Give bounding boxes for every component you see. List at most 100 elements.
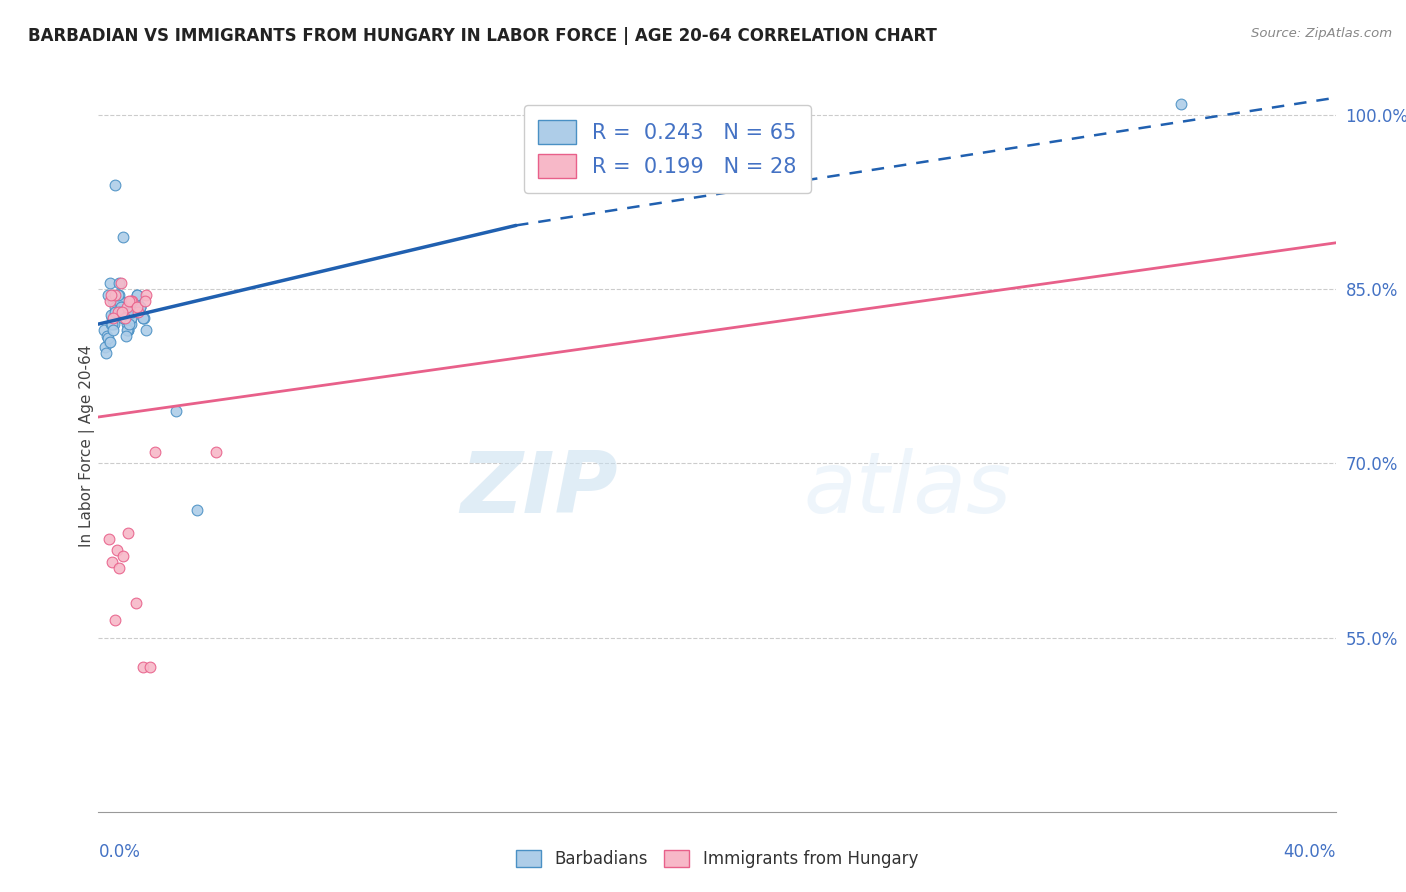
- Point: [105, 288, 128, 302]
- Point: [134, 293, 156, 308]
- Point: [98, 293, 121, 308]
- Point: [127, 305, 149, 319]
- Point: [132, 311, 155, 326]
- Point: [105, 543, 128, 558]
- Point: [98, 277, 121, 291]
- Point: [118, 317, 141, 331]
- Text: Source: ZipAtlas.com: Source: ZipAtlas.com: [1251, 27, 1392, 40]
- Point: [107, 305, 129, 319]
- Legend: Barbadians, Immigrants from Hungary: Barbadians, Immigrants from Hungary: [508, 842, 927, 877]
- Point: [112, 305, 135, 319]
- Point: [111, 300, 134, 314]
- Point: [98, 334, 121, 349]
- Point: [127, 300, 149, 314]
- Point: [186, 503, 208, 517]
- Point: [120, 317, 142, 331]
- Point: [98, 334, 121, 349]
- Point: [108, 293, 131, 308]
- Point: [103, 293, 125, 308]
- Point: [103, 311, 125, 326]
- Point: [115, 300, 138, 314]
- Point: [96, 346, 118, 360]
- Point: [120, 293, 142, 308]
- Point: [96, 328, 118, 343]
- Point: [129, 300, 152, 314]
- Point: [110, 300, 132, 314]
- Point: [104, 300, 127, 314]
- Point: [117, 323, 139, 337]
- Point: [103, 178, 125, 192]
- Text: BARBADIAN VS IMMIGRANTS FROM HUNGARY IN LABOR FORCE | AGE 20-64 CORRELATION CHAR: BARBADIAN VS IMMIGRANTS FROM HUNGARY IN …: [28, 27, 936, 45]
- Point: [124, 596, 146, 610]
- Point: [205, 445, 228, 459]
- Point: [122, 300, 145, 314]
- Point: [132, 311, 155, 326]
- Point: [107, 305, 129, 319]
- Point: [108, 305, 131, 319]
- Point: [100, 288, 122, 302]
- Point: [100, 317, 122, 331]
- Point: [135, 323, 157, 337]
- Point: [110, 277, 132, 291]
- Point: [117, 323, 139, 337]
- Point: [114, 300, 136, 314]
- Point: [104, 613, 127, 627]
- Point: [129, 300, 152, 314]
- Point: [97, 288, 120, 302]
- Point: [101, 311, 124, 326]
- Point: [104, 305, 127, 319]
- Point: [115, 317, 138, 331]
- Point: [117, 323, 139, 337]
- Point: [125, 288, 148, 302]
- Text: atlas: atlas: [804, 449, 1012, 532]
- Point: [117, 526, 139, 541]
- Point: [103, 317, 125, 331]
- Point: [107, 288, 129, 302]
- Point: [121, 305, 143, 319]
- Point: [104, 305, 127, 319]
- Point: [135, 288, 157, 302]
- Text: ZIP: ZIP: [460, 449, 619, 532]
- Point: [104, 288, 127, 302]
- Point: [93, 323, 115, 337]
- Point: [139, 659, 162, 673]
- Y-axis label: In Labor Force | Age 20-64: In Labor Force | Age 20-64: [79, 345, 96, 547]
- Point: [128, 300, 150, 314]
- Point: [165, 404, 187, 418]
- Point: [111, 305, 134, 319]
- Point: [127, 288, 149, 302]
- Point: [132, 311, 155, 326]
- Point: [110, 293, 132, 308]
- Point: [101, 317, 124, 331]
- Point: [118, 311, 141, 326]
- Text: 40.0%: 40.0%: [1284, 843, 1336, 861]
- Point: [100, 308, 122, 322]
- Point: [132, 659, 155, 673]
- Point: [121, 293, 143, 308]
- Point: [114, 311, 136, 326]
- Point: [111, 300, 134, 314]
- Point: [115, 328, 138, 343]
- Point: [114, 311, 136, 326]
- Point: [122, 305, 145, 319]
- Point: [112, 311, 135, 326]
- Point: [124, 300, 146, 314]
- Point: [143, 445, 166, 459]
- Point: [101, 555, 124, 569]
- Point: [118, 293, 141, 308]
- Point: [94, 340, 117, 354]
- Point: [108, 277, 131, 291]
- Point: [112, 311, 135, 326]
- Point: [101, 323, 124, 337]
- Point: [120, 311, 142, 326]
- Point: [107, 561, 129, 575]
- Point: [1170, 96, 1192, 111]
- Point: [97, 331, 120, 345]
- Point: [98, 532, 121, 546]
- Point: [112, 549, 135, 564]
- Point: [111, 230, 134, 244]
- Point: [127, 293, 149, 308]
- Point: [120, 311, 142, 326]
- Point: [107, 288, 129, 302]
- Point: [114, 311, 136, 326]
